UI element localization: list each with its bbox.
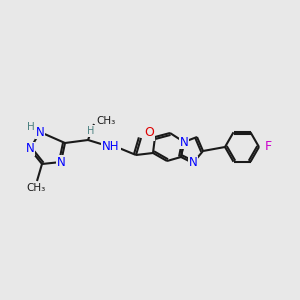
Text: N: N: [57, 155, 65, 169]
Text: F: F: [264, 140, 272, 154]
Text: CH₃: CH₃: [96, 116, 116, 126]
Text: H: H: [87, 126, 95, 136]
Text: O: O: [144, 127, 154, 140]
Text: CH₃: CH₃: [26, 183, 46, 193]
Text: N: N: [36, 125, 44, 139]
Text: H: H: [27, 122, 35, 132]
Text: N: N: [189, 157, 197, 169]
Text: N: N: [26, 142, 34, 155]
Text: NH: NH: [102, 140, 120, 154]
Text: N: N: [180, 136, 188, 148]
